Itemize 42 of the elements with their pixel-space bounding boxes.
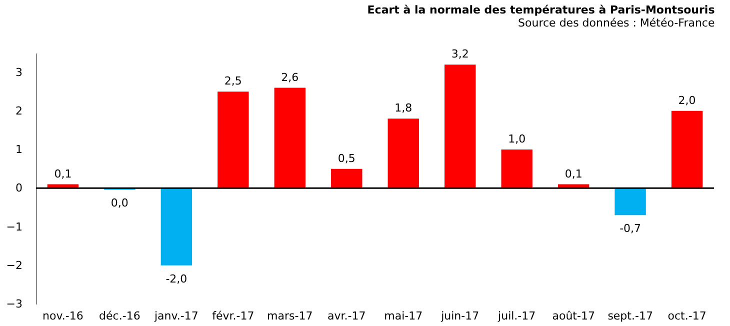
- chart-title: Ecart à la normale des températures à Paris-Montsouris: [367, 4, 716, 17]
- bar: [388, 118, 419, 188]
- x-tick-label: mai-17: [384, 310, 423, 322]
- x-tick-label: août-17: [552, 310, 595, 322]
- data-label: 0,5: [338, 152, 356, 165]
- data-label: -0,7: [620, 222, 642, 236]
- y-tick-label: 2: [16, 104, 22, 118]
- x-tick-label: sept.-17: [608, 310, 653, 322]
- data-label: 1,8: [394, 102, 412, 115]
- bar: [671, 110, 703, 188]
- y-tick-label: 1: [16, 143, 22, 156]
- data-label: -2,0: [166, 272, 188, 286]
- data-label: 3,2: [451, 48, 469, 61]
- x-tick-label: oct.-17: [668, 310, 706, 322]
- data-label: 0,1: [564, 167, 582, 180]
- x-tick-label: févr.-17: [212, 310, 254, 322]
- y-tick-label: −1: [6, 220, 22, 234]
- bar: [501, 150, 532, 188]
- data-label: 2,0: [678, 94, 696, 107]
- data-label: 0,1: [54, 167, 72, 180]
- data-label: 1,0: [508, 132, 526, 146]
- y-tick-label: −3: [6, 298, 22, 310]
- data-label: 0,0: [110, 196, 128, 210]
- x-tick-label: déc.-16: [99, 310, 140, 322]
- x-tick-label: nov.-16: [42, 310, 84, 322]
- x-tick-label: avr.-17: [328, 310, 366, 322]
- chart-subtitle: Source des données : Météo-France: [518, 16, 715, 30]
- y-tick-label: −2: [6, 258, 22, 272]
- bar: [218, 92, 249, 188]
- y-tick-label: 3: [16, 66, 22, 79]
- bar: [274, 88, 306, 188]
- x-tick-label: juin-17: [440, 310, 480, 322]
- x-tick-label: janv.-17: [153, 310, 198, 322]
- data-label: 2,6: [281, 70, 299, 84]
- x-tick-label: mars-17: [267, 310, 313, 322]
- bar: [614, 188, 646, 216]
- y-tick-label: 0: [16, 182, 22, 195]
- bar: [444, 64, 476, 188]
- data-label: 2,5: [224, 74, 242, 88]
- bar: [331, 168, 362, 188]
- x-tick-label: juil.-17: [497, 310, 536, 322]
- bar: [160, 188, 192, 266]
